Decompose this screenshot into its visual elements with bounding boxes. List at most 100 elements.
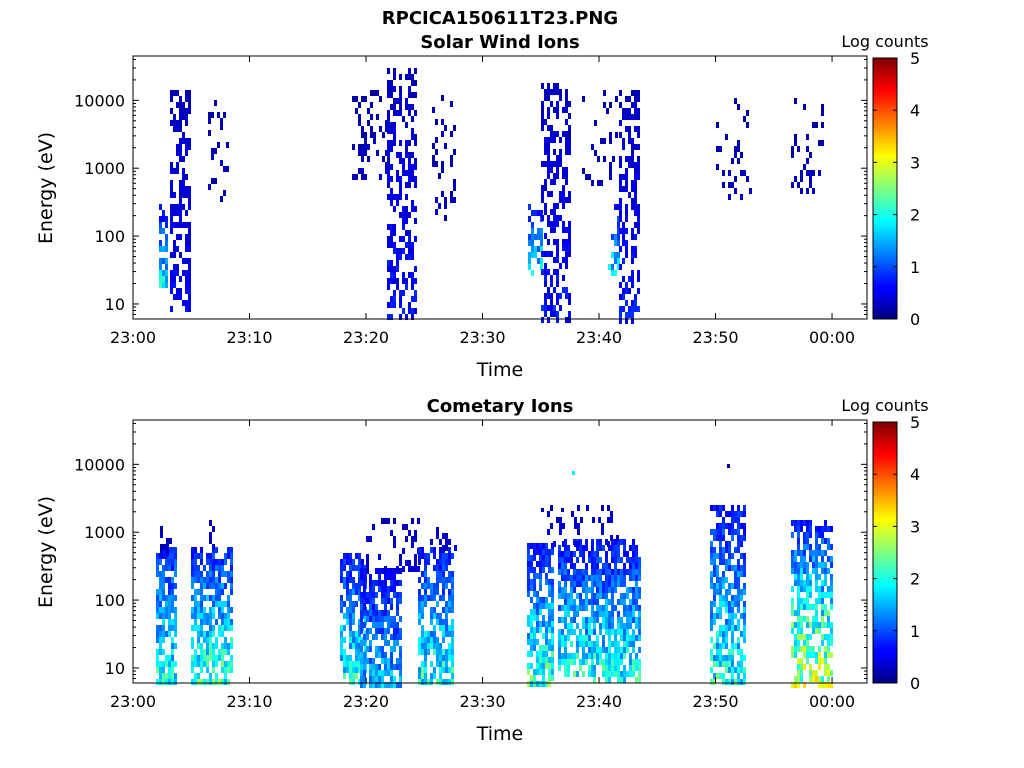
- spectrogram-cell: [209, 577, 212, 583]
- spectrogram-cell: [369, 536, 372, 542]
- spectrogram-cell: [230, 655, 233, 661]
- spectrogram-cell: [174, 631, 177, 637]
- spectrogram-cell: [405, 104, 408, 110]
- spectrogram-cell: [593, 671, 596, 677]
- spectrogram-cell: [169, 538, 172, 544]
- spectrogram-cell: [623, 641, 626, 647]
- spectrogram-cell: [450, 101, 453, 107]
- spectrogram-cell: [800, 170, 803, 176]
- spectrogram-cell: [375, 604, 378, 610]
- spectrogram-cell: [227, 649, 230, 655]
- spectrogram-cell: [591, 180, 594, 186]
- spectrogram-cell: [414, 236, 417, 242]
- spectrogram-cell: [629, 605, 632, 611]
- spectrogram-cell: [396, 622, 399, 628]
- colorbar-tick-label: 5: [910, 413, 920, 432]
- spectrogram-cell: [628, 96, 631, 102]
- spectrogram-cell: [533, 549, 536, 555]
- spectrogram-cell: [626, 551, 629, 557]
- spectrogram-cell: [451, 601, 454, 607]
- spectrogram-cell: [174, 661, 177, 667]
- spectrogram-cell: [179, 96, 182, 102]
- spectrogram-cell: [390, 200, 393, 206]
- spectrogram-cell: [576, 647, 579, 653]
- spectrogram-cell: [824, 682, 827, 688]
- spectrogram-cell: [182, 258, 185, 264]
- spectrogram-cell: [212, 559, 215, 565]
- spectrogram-cell: [418, 613, 421, 619]
- spectrogram-cell: [548, 627, 551, 633]
- spectrogram-cell: [171, 655, 174, 661]
- spectrogram-cell: [349, 619, 352, 625]
- spectrogram-cell: [562, 107, 565, 113]
- y-tick-label: 1000: [84, 159, 125, 178]
- spectrogram-cell: [421, 595, 424, 601]
- spectrogram-cell: [159, 258, 162, 264]
- spectrogram-cell: [725, 541, 728, 547]
- spectrogram-cell: [564, 563, 567, 569]
- spectrogram-cell: [567, 575, 570, 581]
- spectrogram-cell: [617, 575, 620, 581]
- spectrogram-cell: [182, 168, 185, 174]
- x-tick-label: 23:10: [226, 692, 272, 711]
- spectrogram-cell: [176, 90, 179, 96]
- x-axis-label: Time: [476, 723, 524, 745]
- spectrogram-cell: [631, 102, 634, 108]
- spectrogram-cell: [637, 168, 640, 174]
- spectrogram-cell: [716, 643, 719, 649]
- spectrogram-cell: [628, 156, 631, 162]
- spectrogram-cell: [821, 538, 824, 544]
- spectrogram-cell: [634, 198, 637, 204]
- spectrogram-cell: [797, 664, 800, 670]
- spectrogram-cell: [372, 592, 375, 598]
- spectrogram-cell: [370, 114, 373, 120]
- spectrogram-cell: [188, 276, 191, 282]
- spectrogram-cell: [728, 607, 731, 613]
- x-axis-ticks: 23:00 23:10 23:20 23:30 23:40 23:50 00:00: [110, 420, 855, 711]
- spectrogram-cell: [390, 530, 393, 536]
- spectrogram-cell: [200, 559, 203, 565]
- spectrogram-cell: [725, 655, 728, 661]
- spectrogram-cell: [393, 248, 396, 254]
- spectrogram-cell: [393, 140, 396, 146]
- spectrogram-cell: [737, 673, 740, 679]
- spectrogram-cell: [451, 637, 454, 643]
- spectrogram-cell: [619, 264, 622, 270]
- spectrogram-cell: [221, 571, 224, 577]
- spectrogram-cell: [815, 610, 818, 616]
- spectrogram-cell: [212, 661, 215, 667]
- spectrogram-cell: [740, 589, 743, 595]
- spectrogram-cell: [620, 569, 623, 575]
- spectrogram-cell: [556, 221, 559, 227]
- spectrogram-cell: [352, 679, 355, 685]
- spectrogram-cell: [185, 114, 188, 120]
- spectrogram-cell: [540, 264, 543, 270]
- spectrogram-cell: [803, 104, 806, 110]
- spectrogram-cell: [821, 532, 824, 538]
- spectrogram-cell: [620, 623, 623, 629]
- spectrogram-cell: [608, 623, 611, 629]
- spectrogram-cell: [536, 597, 539, 603]
- spectrogram-cell: [393, 206, 396, 212]
- spectrogram-cell: [623, 635, 626, 641]
- spectrogram-cell: [824, 652, 827, 658]
- spectrogram-cell: [212, 553, 215, 559]
- spectrogram-cell: [713, 565, 716, 571]
- spectrogram-cell: [352, 589, 355, 595]
- spectrogram-cell: [206, 679, 209, 685]
- spectrogram-cell: [547, 529, 550, 535]
- spectrogram-cell: [637, 114, 640, 120]
- spectrogram-cell: [558, 587, 561, 593]
- spectrogram-cell: [156, 667, 159, 673]
- spectrogram-cell: [393, 664, 396, 670]
- spectrogram-cell: [218, 613, 221, 619]
- spectrogram-cell: [393, 266, 396, 272]
- spectrogram-cell: [710, 577, 713, 583]
- spectrogram-cell: [408, 152, 411, 158]
- spectrogram-cell: [385, 150, 388, 156]
- spectrogram-cell: [568, 197, 571, 203]
- spectrogram-cell: [182, 204, 185, 210]
- spectrogram-cell: [162, 637, 165, 643]
- spectrogram-cell: [173, 210, 176, 216]
- spectrogram-cell: [162, 565, 165, 571]
